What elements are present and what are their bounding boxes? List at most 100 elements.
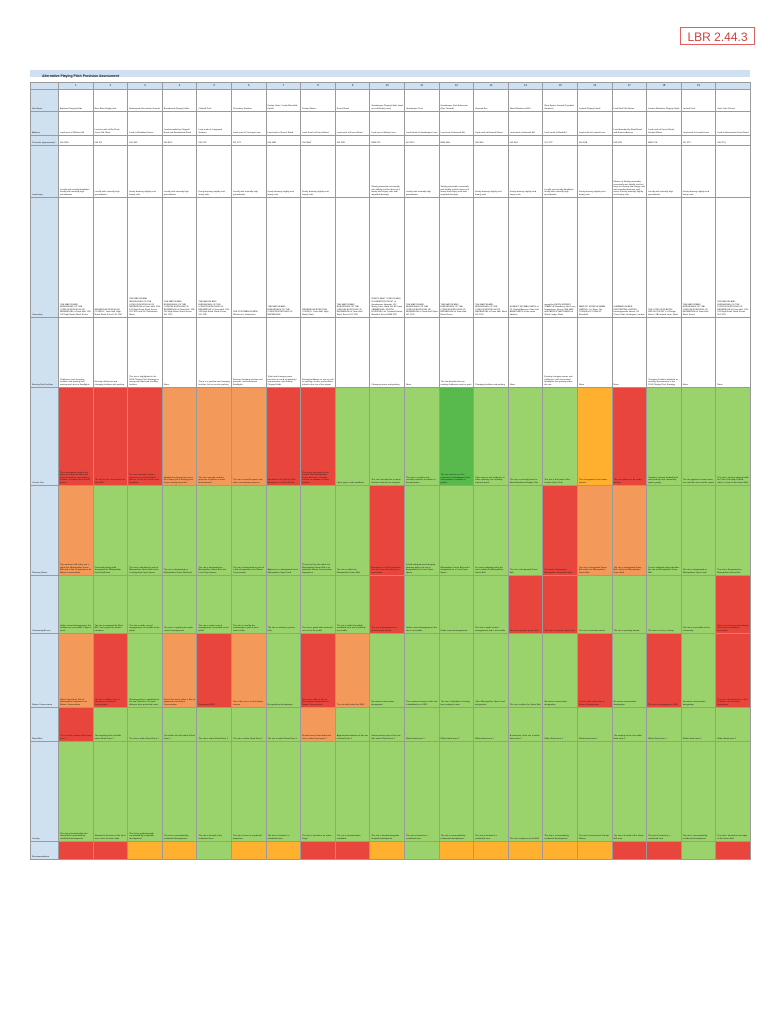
table-cell: Freely draining slightly acid loamy soil… — [127, 145, 163, 198]
table-cell: The site is within a Site of Importance … — [92, 633, 129, 708]
table-cell: IG6 3HE — [265, 135, 302, 146]
table-cell: Loxford Park — [680, 89, 717, 112]
table-cell: The site falls within the SINC — [334, 633, 371, 708]
row-header: Community Access — [30, 575, 59, 634]
table-cell: The site is located alongside hospital d… — [369, 741, 405, 842]
row-header: Nature Conservation — [30, 633, 59, 708]
table-cell: The whole site falls within Flood Zone 1 — [161, 707, 198, 742]
table-cell: Contains a formal football pitch and use… — [646, 387, 682, 486]
row-planning_status: Planning Status The southern half of the … — [30, 485, 751, 576]
table-cell: The site in the centre of the London Pla… — [300, 387, 336, 486]
table-cell: Freely draining slightly acid loamy soil… — [576, 145, 613, 198]
table-cell: The site is used by a private club — [265, 575, 302, 634]
table-cell: IG6 3JJ — [92, 135, 129, 146]
table-cell: Goodmayes Park Extension (Rec Ground) — [438, 89, 475, 112]
table-cell: IG6 7PQ — [715, 135, 751, 146]
table-cell: THE MAYOR AND BURGESSES OF THE LONDON BO… — [265, 197, 302, 318]
row-header: Flood Risk — [30, 707, 59, 742]
table-cell: The site is within Flood Zone 1 — [230, 707, 267, 742]
table-cell: The site is a public park under council … — [161, 575, 198, 634]
table-cell: Situated in the heart of the local area,… — [92, 741, 129, 842]
table-cell — [161, 841, 198, 860]
table-cell — [542, 841, 578, 860]
table-cell: Existing changing rooms and clubhouse, w… — [542, 317, 578, 388]
table-cell: Current adopted policy identifies the si… — [646, 485, 682, 576]
table-cell: IG1 3PY — [680, 135, 717, 146]
table-cell: Some eastern parts of the site falls wit… — [369, 707, 405, 742]
table-cell: The site currently contains provision of… — [196, 387, 232, 486]
table-cell: Land north of Longwood Gardens — [196, 111, 232, 136]
table-cell: The site is private sports club — [507, 575, 544, 634]
table-cell — [680, 841, 717, 860]
table-cell: Toilet and changing room provision in ne… — [265, 317, 302, 388]
column-number: 9 — [334, 82, 371, 90]
table-cell: Land north of Forest Road, Fairlop Water… — [646, 111, 682, 136]
table-cell: The southern element of the site is iden… — [403, 633, 440, 708]
table-cell: Existing buildings on site as well as pa… — [300, 317, 336, 388]
table-cell: No nature conservation designation — [680, 633, 717, 708]
table-cell: IG6 3HU — [473, 135, 509, 146]
table-cell: Within flood zone 1 — [403, 707, 440, 742]
table-cell: The site is within the public woodland a… — [334, 575, 371, 634]
table-cell: Locally with naturally high groundwater — [403, 145, 440, 198]
table-cell: THE MAYOR AND BURGESSES OF THE LONDON BO… — [161, 197, 198, 318]
row-landscape: Landscape Locally and visually floodlight… — [30, 145, 751, 198]
column-number: 12 — [438, 82, 475, 90]
table-cell: The site is surrounded by residential de… — [542, 741, 578, 842]
table-cell: The site is under council management, ac… — [127, 575, 163, 634]
table-cell: Oaks Park School — [715, 89, 751, 112]
table-cell: The site is located in a residential are… — [265, 741, 302, 842]
table-cell: THE LONDON PLAYING FIELDS SOCIETY of Fai… — [646, 197, 682, 318]
table-cell: Freely draining slightly acid loamy soil… — [507, 145, 544, 198]
table-cell: RM6 5TF — [369, 135, 405, 146]
table-cell: The site is identified as having low eco… — [438, 633, 475, 708]
table-cell: The site is designated as Metropolitan O… — [680, 485, 717, 576]
table-cell: IG6 3HW — [300, 135, 336, 146]
table-cell: The site is located in the residential a… — [196, 741, 232, 842]
table-cell: The site is accessible to the community — [680, 575, 717, 634]
table-cell: Existing clubhouse and changing faciliti… — [92, 317, 129, 388]
table-cell: IG6 2RG — [58, 135, 94, 146]
table-cell: Part of the site is a local nature reser… — [230, 633, 267, 708]
table-cell: None — [161, 317, 198, 388]
table-cell: The part of the site within the Metropol… — [300, 485, 336, 576]
table-cell: The site is designated as a private spor… — [369, 575, 405, 634]
table-cell: Under council management — [438, 575, 475, 634]
row-recommendation: Recommendation — [30, 841, 751, 860]
table-cell: The site is under council management, ac… — [196, 575, 232, 634]
table-cell: The site is located within the Green Bel… — [58, 741, 94, 842]
table-cell: The site and use is of an extension to G… — [438, 387, 475, 486]
table-cell: Adjacent to a designated site of Metropo… — [265, 485, 302, 576]
table-cell: The site is adjacent to the A12 — [507, 741, 544, 842]
table-cell: IG6 3XB — [576, 135, 613, 146]
row-header: Postcode (approximate) — [30, 135, 59, 146]
table-cell: The site is surrounded by residential de… — [161, 741, 198, 842]
table-cell: The site is within the Metropolitan Gree… — [334, 485, 371, 576]
table-cell: The site is a private sports club — [542, 575, 578, 634]
table-cell: Planning policy is applicable to the sit… — [127, 633, 163, 708]
table-cell: Other Metropolitan Open Land designation — [473, 633, 509, 708]
table-cell: Within flood zone 1 — [576, 707, 613, 742]
table-cell: No significant designation — [265, 633, 302, 708]
table-cell: The site is designated as SINC — [646, 633, 682, 708]
table-cell: Barn Elms Rugby club — [92, 89, 129, 112]
table-cell: Mixture of Slowly permeable seasonally w… — [611, 145, 648, 198]
table-cell: The site is highlighted in the 2014 Play… — [127, 317, 163, 388]
table-cell: Existing changing pavilion and grounds, … — [230, 317, 267, 388]
column-number: 1 — [58, 82, 94, 90]
table-cell: The site is within Flood Zone 1 — [265, 707, 302, 742]
row-ownership: Ownership THE MAYOR AND BURGESSES OF THE … — [30, 197, 751, 318]
table-cell: REDBRIDGE BOROUGH COUNCIL, Town Hall, Hi… — [300, 197, 336, 318]
document-reference: LBR 2.44.3 — [680, 27, 755, 45]
table-cell: Land north of Vicarage Lane — [230, 111, 267, 136]
row-header: Existing Site Facilities — [30, 317, 59, 388]
table-cell: Land north of Loxford Lane — [576, 111, 613, 136]
table-cell: Metropolitan Green Belt and is designate… — [438, 485, 475, 576]
table-cell — [196, 841, 232, 860]
column-number: 13 — [473, 82, 509, 90]
table-cell: Locally with naturally high groundwater — [92, 145, 129, 198]
table-cell: Site is an existing school playing field… — [715, 575, 751, 634]
table-cell: Open space, with woodland — [334, 387, 371, 486]
table-cell: None — [576, 317, 613, 388]
row-accessibility: Community Access Under council management… — [30, 575, 751, 634]
